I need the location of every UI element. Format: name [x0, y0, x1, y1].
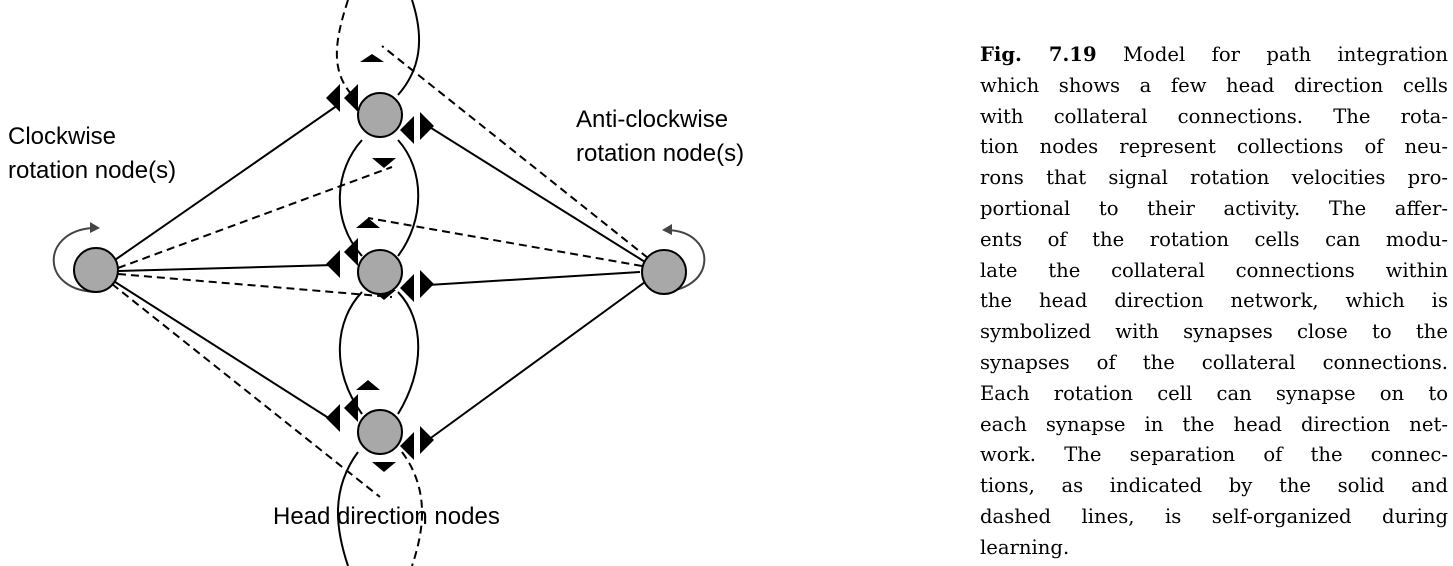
collateral-top-mid-right: [397, 139, 420, 257]
caption-line: symbolized with synapses close to the: [980, 320, 1448, 344]
collateral-top-mid-left: [338, 139, 363, 257]
caption-line-text: Model for path integration: [1096, 43, 1449, 66]
cw-solid-bot: [111, 279, 339, 425]
caption-line: learning.: [980, 535, 1070, 559]
caption-line: Fig. 7.19 Model for path integration: [980, 40, 1448, 71]
acw-solid-bot: [427, 281, 646, 441]
anticlockwise-label-line2: rotation node(s): [576, 140, 745, 167]
synapse-marker: [420, 270, 434, 298]
acw-dashed-1: [381, 45, 649, 259]
caption-line: Each rotation cell can synapse on to: [980, 381, 1448, 405]
cw-solid-mid: [117, 264, 335, 272]
synapse-markers: [326, 54, 434, 472]
synapse-marker: [326, 250, 340, 278]
synapse-marker: [400, 116, 414, 144]
synapse-marker: [344, 84, 358, 112]
clockwise-rotation-arrow: [52, 227, 99, 293]
caption-line: with collateral connections. The rota-: [980, 104, 1448, 128]
caption-line: tions, as indicated by the solid and: [980, 474, 1448, 498]
head-direction-node-bottom: [357, 409, 403, 455]
caption-line: late the collateral connections within: [980, 258, 1448, 282]
caption-line: rons that signal rotation velocities pro…: [980, 166, 1448, 190]
anticlockwise-label: Anti-clockwise rotation node(s): [576, 103, 744, 171]
synapse-marker: [356, 380, 380, 390]
synapse-marker: [344, 394, 358, 422]
synapse-marker: [360, 54, 384, 62]
cw-solid-top: [111, 104, 339, 263]
collateral-top-right: [397, 0, 421, 96]
caption-line: synapses of the collateral connections.: [980, 350, 1448, 374]
acw-dashed-2: [367, 217, 643, 267]
anticlockwise-arrowhead: [662, 224, 672, 235]
collateral-bot-right: [401, 451, 423, 566]
clockwise-label-line1: Clockwise: [8, 123, 117, 150]
collateral-top-left: [335, 0, 353, 96]
synapse-marker: [344, 238, 358, 266]
cw-dashed-1: [117, 166, 393, 269]
anticlockwise-rotation-node: [641, 249, 687, 295]
clockwise-rotation-node: [73, 247, 119, 293]
anticlockwise-label-line1: Anti-clockwise: [576, 106, 729, 133]
collateral-bot-left: [337, 451, 359, 566]
collateral-mid-bot-left: [338, 291, 363, 415]
synapse-marker: [400, 274, 414, 302]
caption-line: ents of the rotation cells can modu-: [980, 227, 1448, 251]
caption-line: which shows a few head direction cells: [980, 73, 1448, 97]
nodes: [73, 92, 687, 455]
clockwise-label-line2: rotation node(s): [8, 157, 177, 184]
acw-solid-top: [427, 125, 646, 263]
clockwise-arrowhead: [90, 222, 100, 233]
synapse-marker: [372, 462, 396, 472]
head-direction-node-middle: [357, 249, 403, 295]
head-direction-label: Head direction nodes: [273, 503, 500, 530]
cw-dashed-2: [117, 273, 393, 298]
rotation-connections: [111, 45, 649, 498]
synapse-marker: [372, 158, 396, 168]
synapse-marker: [420, 112, 434, 140]
synapse-marker: [400, 432, 414, 460]
caption-line: work. The separation of the connec-: [980, 443, 1448, 467]
collateral-mid-bot-right: [397, 291, 420, 415]
caption-figure-label: Fig. 7.19: [980, 43, 1097, 66]
synapse-marker: [326, 84, 340, 112]
head-direction-node-top: [357, 92, 403, 138]
synapse-marker: [356, 218, 380, 228]
acw-solid-mid: [427, 271, 641, 286]
caption-line: portional to their activity. The affer-: [980, 196, 1448, 220]
synapse-marker: [326, 404, 340, 432]
synapse-marker: [420, 426, 434, 454]
figure-caption: Fig. 7.19 Model for path integration whic…: [980, 40, 1448, 564]
caption-line: the head direction network, which is: [980, 289, 1448, 313]
caption-line: each synapse in the head direction net-: [980, 412, 1448, 436]
caption-line: dashed lines, is self-organized during: [980, 504, 1448, 528]
cw-dashed-3: [111, 283, 381, 498]
caption-line: tion nodes represent collections of neu-: [980, 135, 1448, 159]
clockwise-label: Clockwise rotation node(s): [8, 120, 176, 188]
